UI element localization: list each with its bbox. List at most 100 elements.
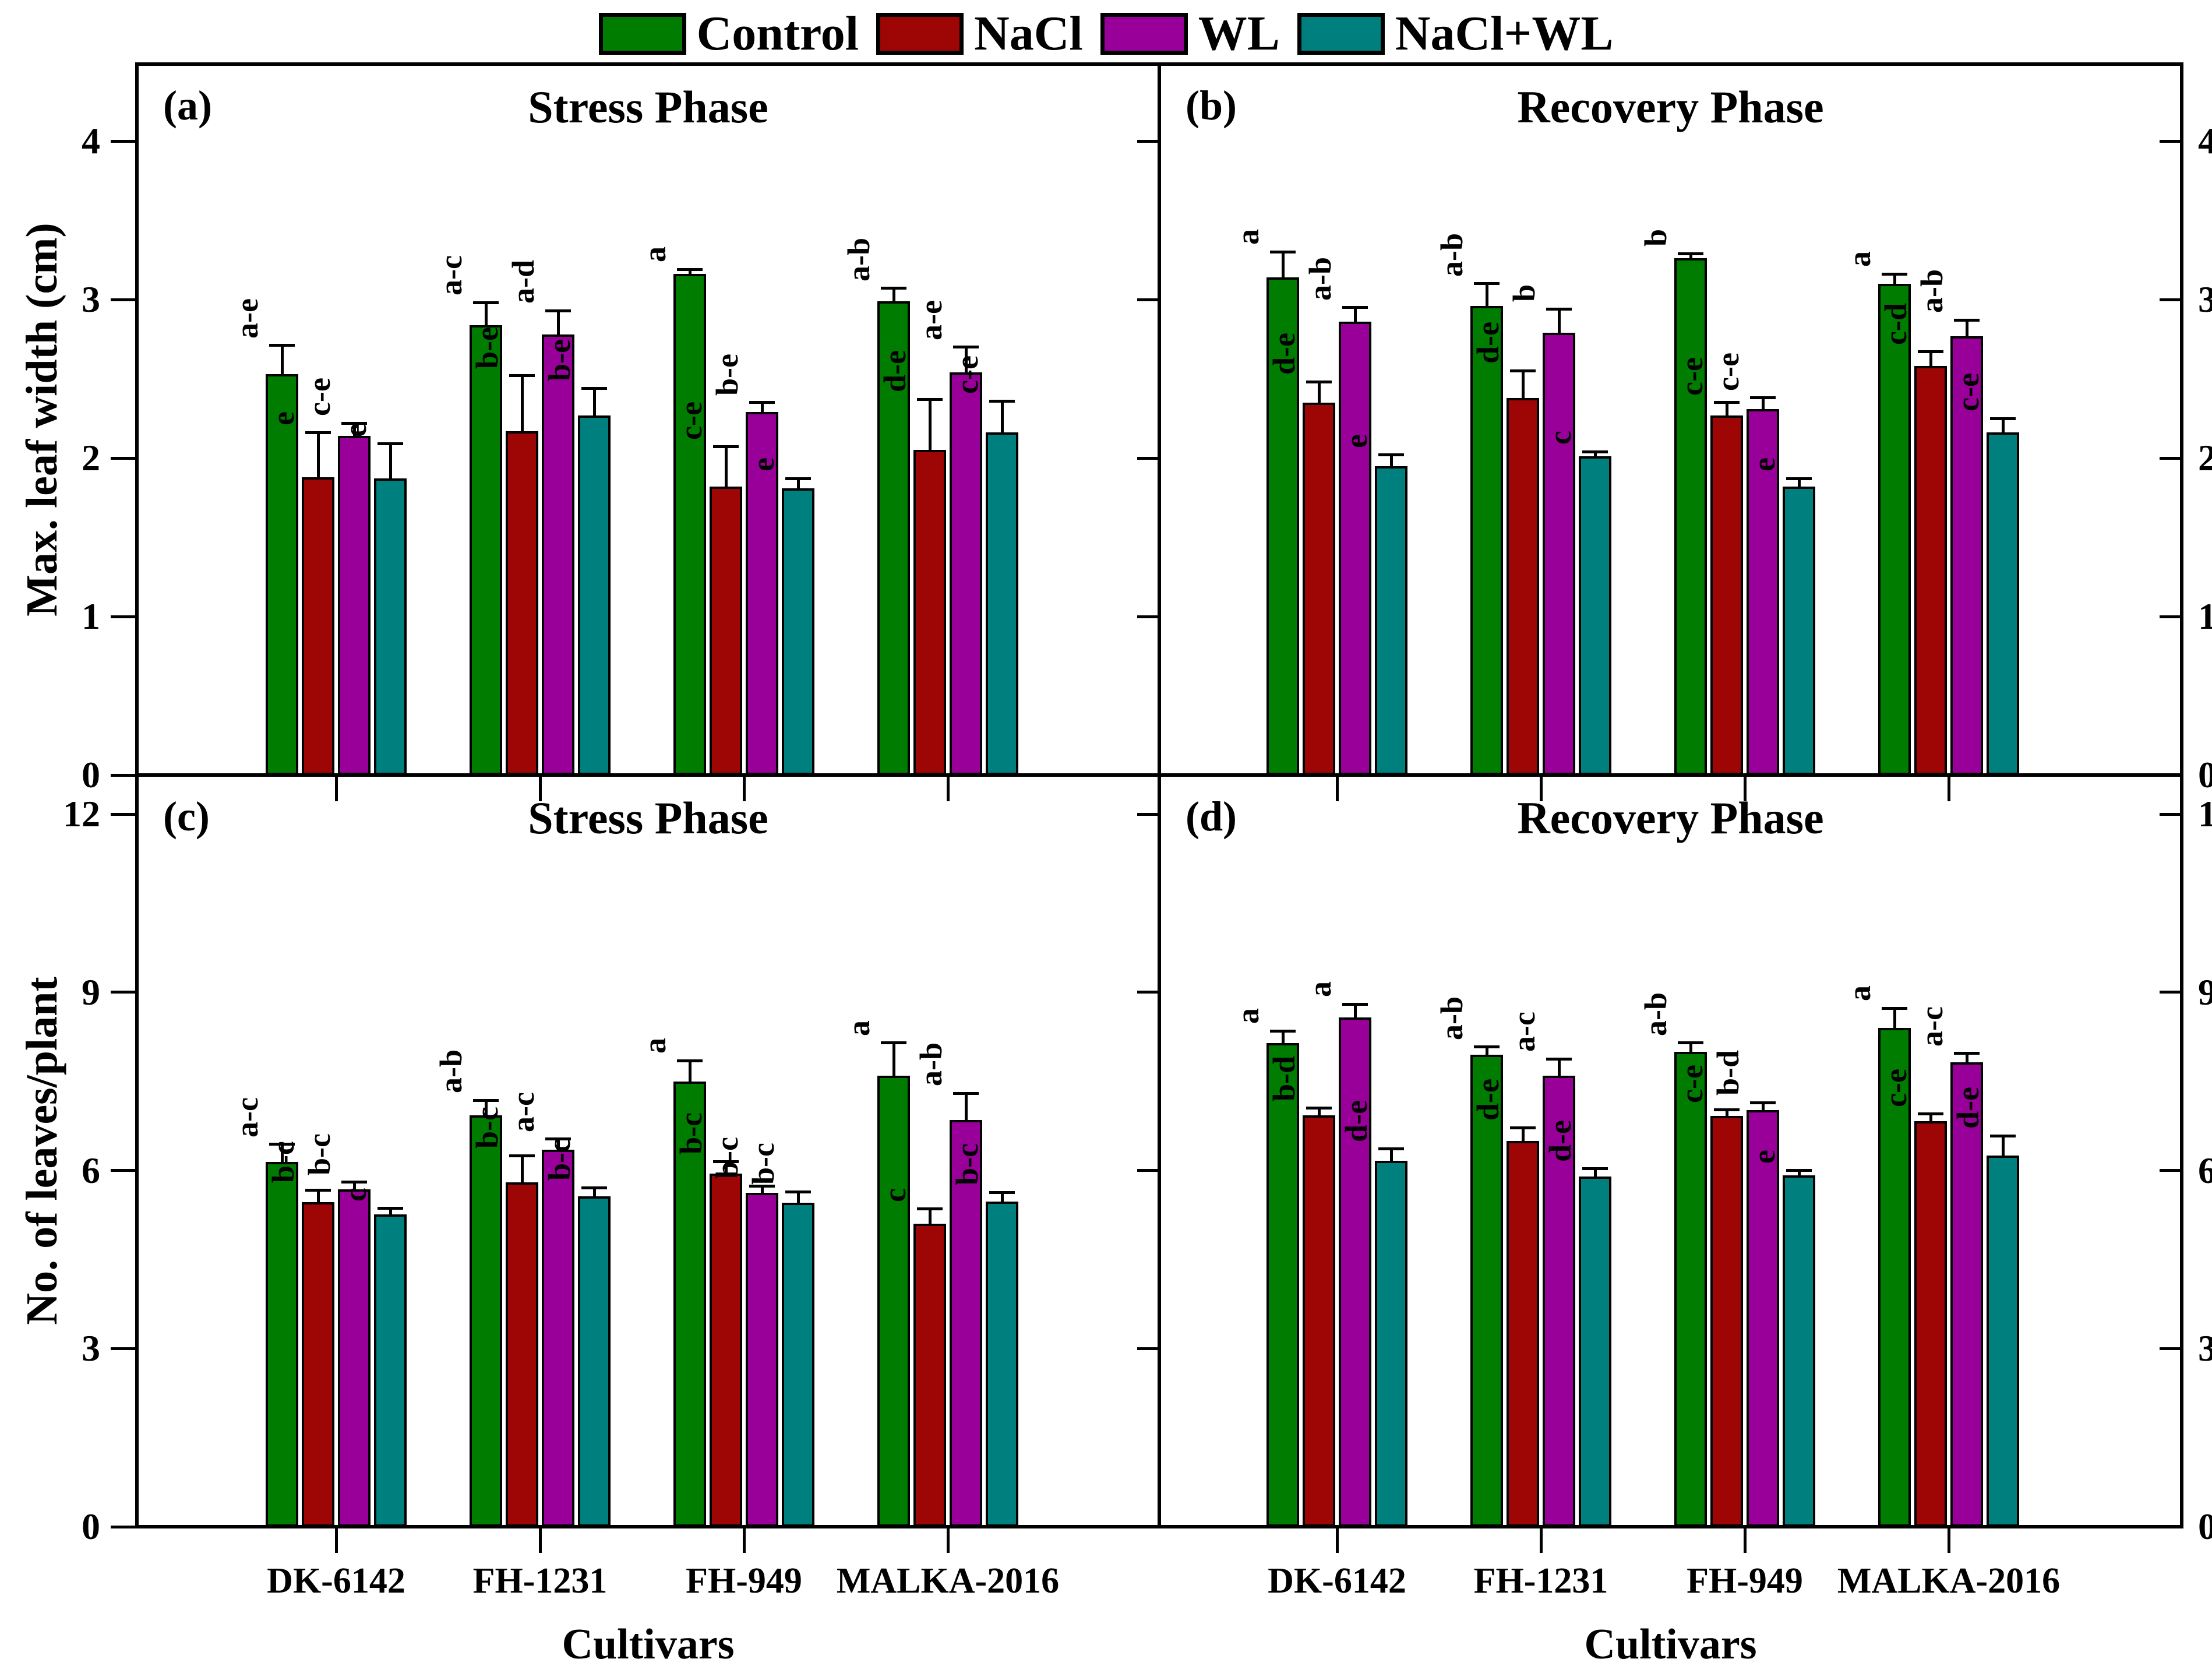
- error-bar-line: [1485, 283, 1488, 306]
- significance-letter: a-b: [1914, 269, 1949, 314]
- y-axis-tick: [111, 139, 137, 143]
- error-bar-line: [1929, 351, 1932, 367]
- error-bar-line: [1317, 1108, 1321, 1115]
- error-bar-line: [389, 443, 392, 479]
- error-bar-cap: [1474, 1045, 1500, 1049]
- significance-letter: a-c: [1914, 1006, 1949, 1047]
- error-bar-cap: [1990, 417, 2016, 420]
- bar-nacl: [302, 477, 334, 775]
- error-bar-cap: [1270, 1029, 1296, 1033]
- significance-letter: a: [1230, 1008, 1265, 1024]
- y-axis-tick-label: 0: [2198, 1506, 2212, 1547]
- y-axis-tick-label: 2: [2198, 437, 2212, 478]
- significance-letter: c-e: [1674, 357, 1709, 396]
- significance-letter: a: [841, 1020, 876, 1036]
- significance-letter: a-b: [913, 1042, 948, 1087]
- y-axis-title: Max. leaf width (cm): [17, 223, 66, 617]
- y-axis-tick-inner: [1137, 456, 1159, 460]
- error-bar-line: [1000, 1192, 1004, 1202]
- error-bar-cap: [473, 301, 499, 304]
- y-axis-tick-label: 0: [82, 754, 100, 795]
- error-bar-cap: [677, 1059, 703, 1062]
- error-bar-line: [1797, 1170, 1801, 1175]
- bar-nacl-wl: [782, 1202, 814, 1527]
- legend-swatch-darkred: [876, 13, 964, 55]
- significance-letter: e: [338, 422, 373, 437]
- bar-wl: [950, 1119, 982, 1527]
- error-bar-line: [688, 1061, 692, 1082]
- bar-nacl-wl: [1987, 1156, 2019, 1527]
- legend-item-nacl: NaCl: [876, 9, 1083, 58]
- y-axis-tick-label: 12: [63, 793, 100, 835]
- significance-letter: e: [1339, 434, 1374, 448]
- panel-letter: (d): [1186, 793, 1237, 840]
- bar-nacl-wl: [374, 478, 407, 775]
- significance-letter: b: [1638, 229, 1673, 247]
- error-bar-cap: [545, 1137, 571, 1141]
- error-bar-cap: [1378, 453, 1404, 457]
- significance-letter: c-e: [1950, 373, 1985, 411]
- bar-wl: [1339, 1017, 1371, 1527]
- significance-letter: a: [1303, 981, 1338, 998]
- error-bar-cap: [1882, 1006, 1907, 1010]
- x-axis-tick: [742, 1527, 746, 1553]
- bar-nacl-wl: [1783, 1175, 1815, 1527]
- error-bar-cap: [1750, 396, 1776, 400]
- error-bar-line: [2001, 418, 2005, 433]
- error-bar-cap: [1786, 477, 1812, 480]
- y-axis-line-left: [135, 64, 139, 1527]
- x-axis-tick: [742, 775, 746, 801]
- significance-letter: a-c: [1507, 1012, 1541, 1052]
- error-bar-line: [688, 269, 692, 274]
- significance-letter: c-e: [673, 401, 708, 440]
- legend-swatch-purple: [1100, 13, 1188, 55]
- bar-control: [470, 325, 502, 775]
- bar-control: [266, 374, 298, 775]
- error-bar-line: [280, 345, 284, 374]
- x-category-label: FH-1231: [472, 1561, 608, 1601]
- x-axis-tick: [1743, 775, 1747, 801]
- bar-nacl: [1710, 415, 1743, 775]
- error-bar-cap: [1510, 1126, 1536, 1129]
- error-bar-line: [2001, 1136, 2005, 1156]
- bar-wl: [338, 435, 371, 775]
- error-bar-cap: [1306, 380, 1332, 383]
- bar-nacl: [506, 431, 538, 775]
- x-category-label: MALKA-2016: [836, 1561, 1060, 1601]
- y-axis-tick-label: 3: [2198, 279, 2212, 320]
- error-bar-line: [1521, 1128, 1525, 1141]
- error-bar-cap: [1882, 272, 1907, 276]
- bar-nacl-wl: [1579, 1176, 1611, 1527]
- bar-nacl: [913, 1224, 946, 1527]
- y-axis-tick-label: 4: [82, 120, 100, 161]
- significance-letter: b-e: [542, 339, 577, 382]
- significance-letter: a-b: [1434, 233, 1469, 277]
- error-bar-line: [1557, 309, 1561, 333]
- significance-letter: a-b: [841, 237, 876, 281]
- error-bar-line: [1965, 320, 1968, 336]
- bar-nacl-wl: [1375, 466, 1407, 775]
- significance-letter: c: [1543, 431, 1578, 445]
- error-bar-cap: [305, 431, 331, 434]
- significance-letter: b-d: [1266, 1055, 1301, 1101]
- y-axis-tick-label: 9: [82, 971, 100, 1013]
- y-axis-tick-inner: [2160, 298, 2182, 301]
- error-bar-cap: [989, 1190, 1015, 1194]
- y-axis-tick: [111, 1347, 137, 1350]
- error-bar-line: [1353, 307, 1357, 322]
- panel-letter: (b): [1186, 82, 1237, 129]
- legend-label: NaCl: [974, 6, 1083, 61]
- x-axis-line: [135, 1525, 2183, 1528]
- y-axis-tick-inner: [2160, 773, 2182, 777]
- error-bar-line: [1000, 401, 1004, 433]
- bar-nacl: [710, 486, 742, 775]
- bar-control: [673, 1081, 706, 1527]
- error-bar-cap: [713, 1160, 739, 1163]
- x-axis-title: Cultivars: [1584, 1621, 1757, 1666]
- y-axis-tick-inner: [1137, 1525, 1159, 1528]
- panel-title: Stress Phase: [528, 793, 768, 843]
- bar-wl: [1339, 322, 1371, 775]
- significance-letter: a-c: [433, 255, 468, 296]
- y-axis-tick: [111, 1525, 137, 1528]
